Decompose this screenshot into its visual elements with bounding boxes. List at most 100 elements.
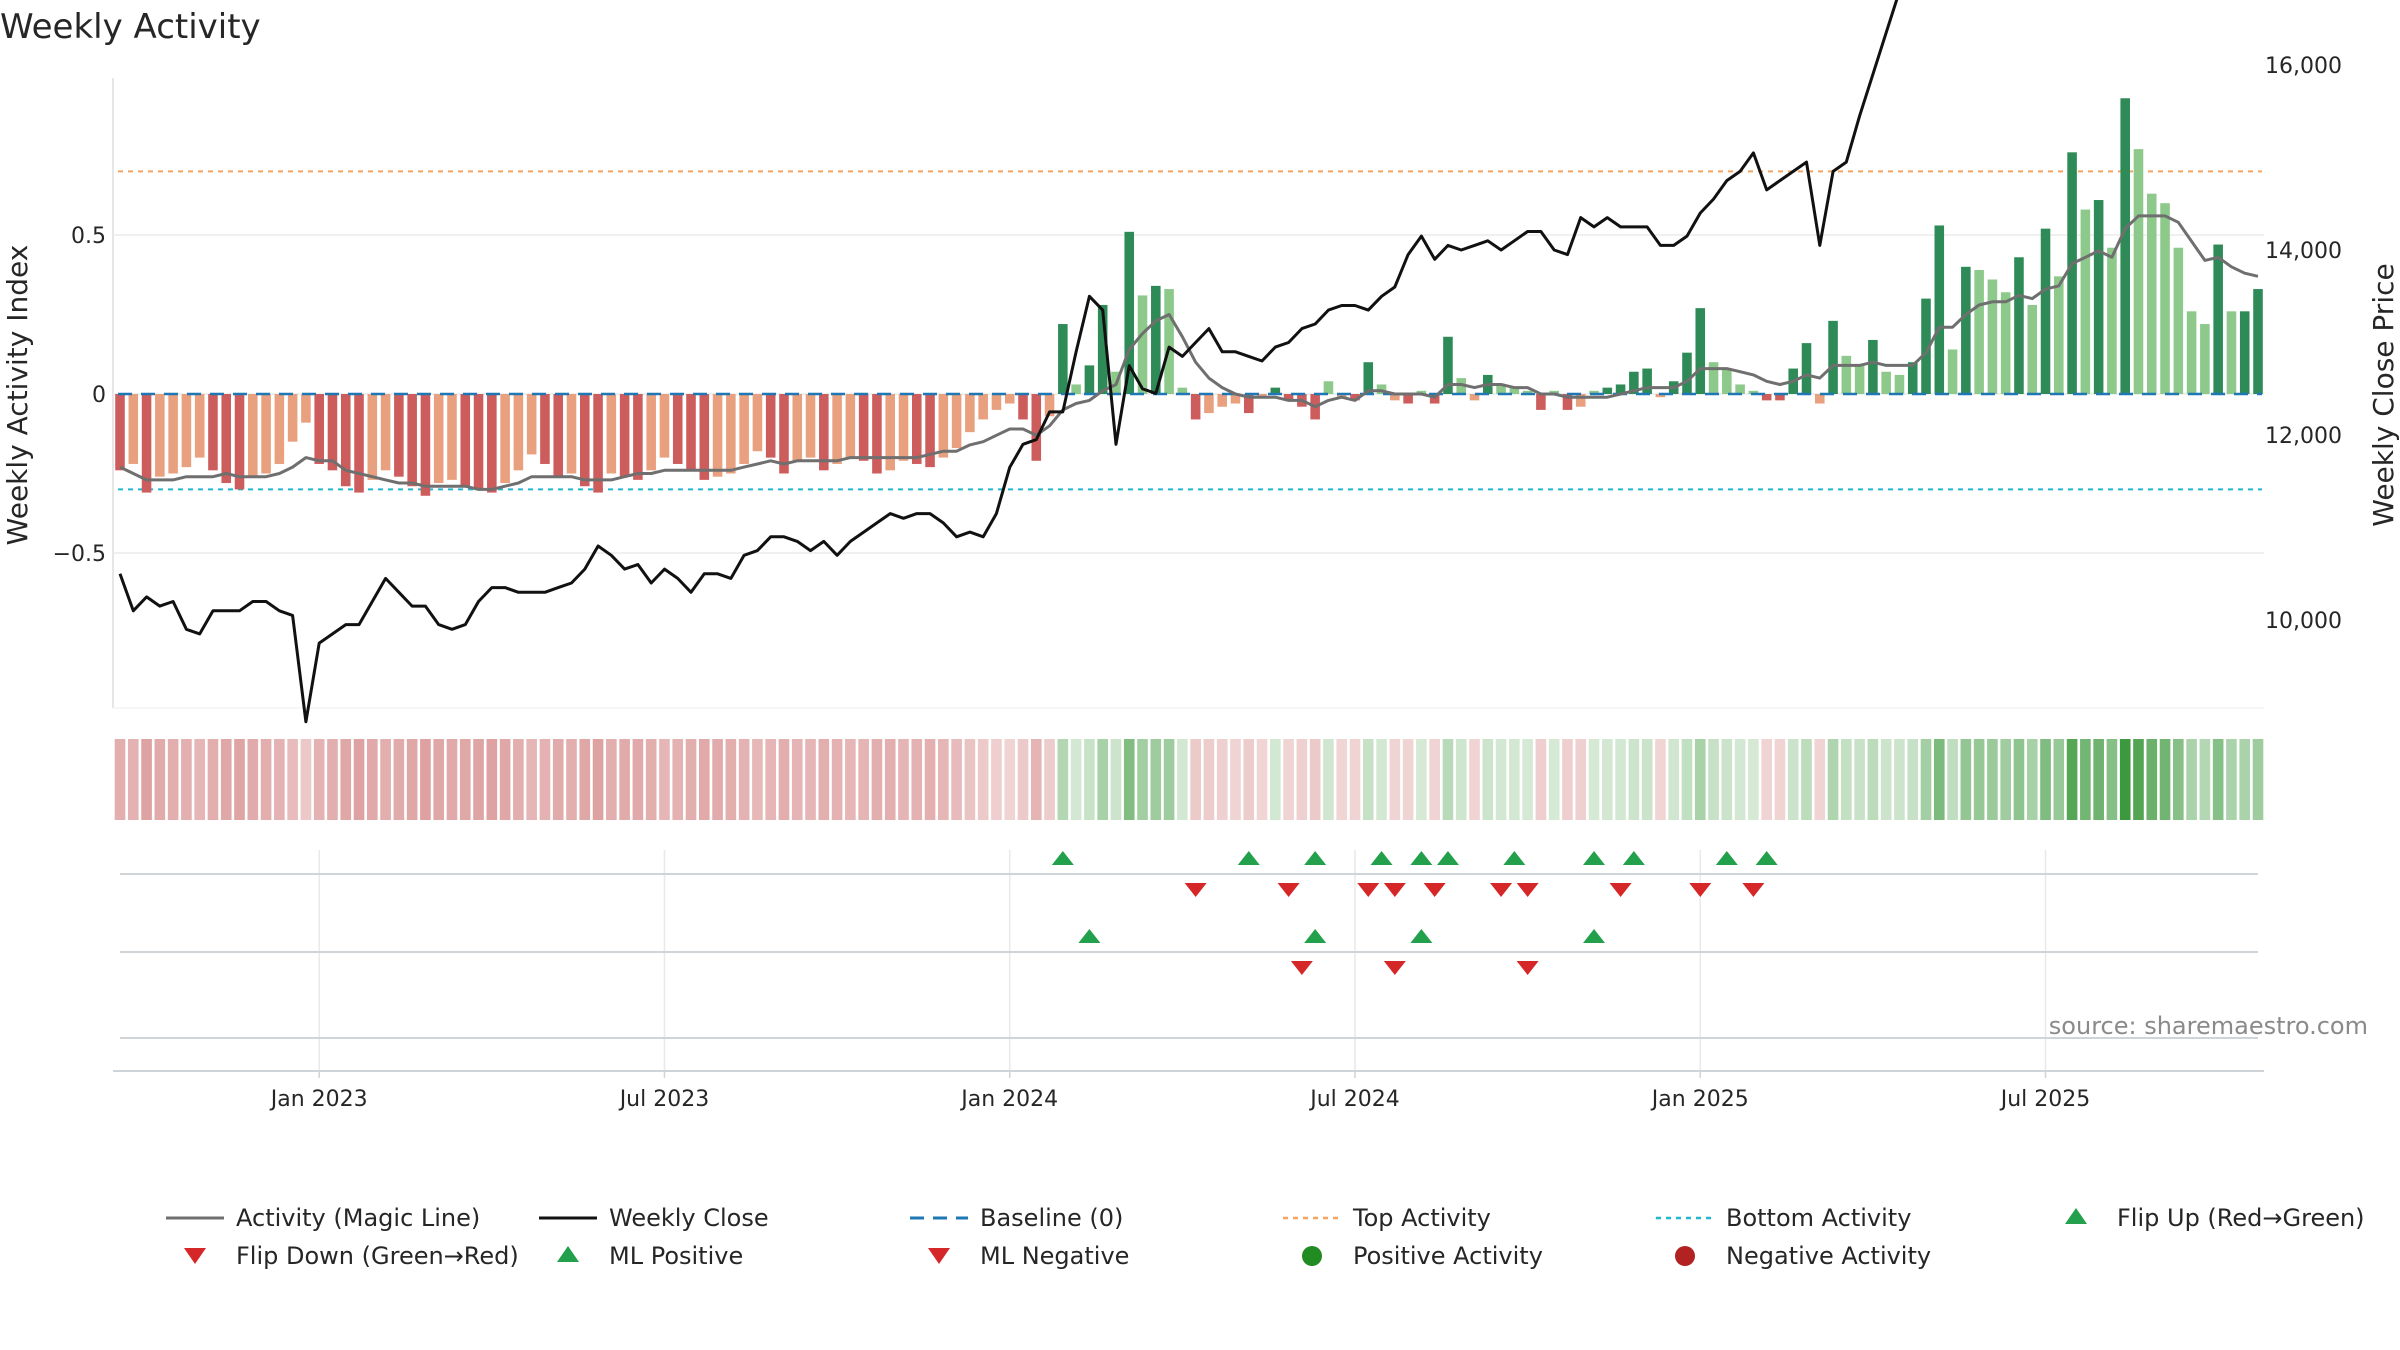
strip-cell [805,739,816,820]
legend-label: Flip Up (Red→Green) [2117,1204,2365,1232]
strip-cell [1801,739,1812,820]
strip-cell [924,739,936,820]
flip-down-marker [1277,883,1300,897]
activity-bar [2253,289,2263,394]
strip-cell [752,739,763,820]
strip-cell [1084,739,1095,820]
activity-bar [168,394,178,474]
strip-cell [1495,739,1507,820]
activity-bar [181,394,192,468]
strip-cell [1854,739,1865,820]
flip-up-marker [1583,851,1606,865]
activity-bar [1907,362,1918,394]
legend: Activity (Magic Line) Weekly Close Baselin… [166,1204,2365,1270]
activity-bar [354,394,364,493]
strip-cell [1814,739,1826,820]
strip-cell [1362,739,1374,820]
strip-cell [406,739,418,820]
activity-bar [965,394,975,433]
activity-bar [606,394,617,474]
strip-cell [1389,739,1401,820]
strip-cell [1270,739,1281,820]
strip-cell [1044,739,1055,820]
activity-bar [1443,336,1453,394]
activity-bar [1496,384,1506,394]
legend-label: ML Negative [980,1242,1129,1270]
strip-cell [313,739,325,820]
strip-cell [685,739,697,820]
strip-cell [220,739,232,820]
strip-cell [2093,739,2104,820]
strip-cell [712,739,723,820]
activity-bar [553,394,564,477]
signal-panels: Jan 2023 Jul 2023 Jan 2024 Jul 2024 Jan 2025… [113,850,2368,1112]
activity-bar [1974,269,1984,394]
activity-bar [1376,384,1387,394]
activity-bar [473,394,484,490]
activity-bar [1204,394,1214,414]
strip-cell [114,739,126,820]
activity-bar [1416,390,1427,394]
legend-item-mlneg: ML Negative [928,1242,1129,1270]
activity-bar [646,394,656,471]
activity-bar [513,394,524,471]
activity-bar [2146,193,2157,394]
strip-cell [446,739,458,820]
activity-bar [1814,394,1825,404]
activity-bar [2054,276,2064,394]
strip-cell [1110,739,1122,820]
strip-cell [181,739,192,820]
activity-bar [1629,371,1639,394]
activity-bar [1854,365,1865,394]
strip-cell [1947,739,1958,820]
strip-cell [287,739,298,820]
strip-cell [1827,739,1839,820]
activity-bar [1390,394,1400,401]
legend-item-negact: Negative Activity [1675,1242,1931,1270]
left-tick-label: 0.5 [71,224,106,249]
strip-cell [1323,739,1334,820]
activity-bar [792,394,803,461]
strip-cell [2066,739,2078,820]
strip-cell [1283,739,1294,820]
flip-up-marker [1755,851,1778,865]
activity-bar [2226,311,2237,394]
strip-cell [1787,739,1799,820]
right-tick-label: 12,000 [2265,424,2342,449]
activity-bar [1124,231,1135,394]
strip-cell [340,739,352,820]
strip-cell [1960,739,1972,820]
strip-cell [1203,739,1215,820]
ml-positive-marker [1583,929,1606,943]
strip-cell [1416,739,1427,820]
activity-bar [1058,324,1068,394]
activity-bar [1230,394,1241,404]
activity-bar [2107,247,2117,394]
strip-cell [1402,739,1414,820]
legend-item-magic: Activity (Magic Line) [166,1204,480,1232]
strip-cell [2119,739,2131,820]
legend-swatch-triangle-down [928,1248,950,1264]
strip-cell [1668,739,1680,820]
activity-bar [1589,390,1599,394]
strip-cell [2013,739,2025,820]
activity-bar [460,394,471,487]
legend-label: Positive Activity [1353,1242,1543,1270]
activity-bar [1097,304,1108,394]
legend-item-mlpos: ML Positive [557,1242,743,1270]
strip-cell [1190,739,1201,820]
strip-cell [1243,739,1255,820]
strip-cell [938,739,949,820]
strip-cell [141,739,152,820]
activity-bar [2160,203,2170,394]
activity-bar [1071,384,1081,394]
activity-bar [301,394,311,423]
chart-title: Weekly Activity [0,7,261,47]
activity-bar [234,394,245,490]
flip-up-marker [1237,851,1260,865]
activity-bar [659,394,670,458]
strip-cell [1867,739,1879,820]
strip-cell [1336,739,1348,820]
strip-cell [566,739,577,820]
strip-cell [393,739,405,820]
